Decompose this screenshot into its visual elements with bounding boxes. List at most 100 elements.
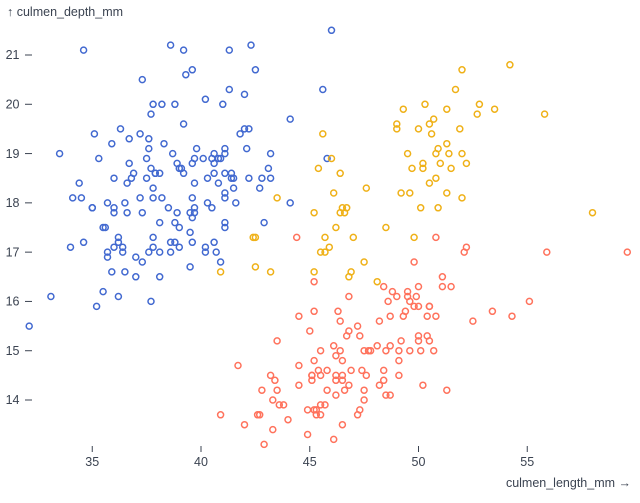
data-point <box>469 317 477 325</box>
data-point <box>260 440 268 449</box>
data-point <box>397 189 405 197</box>
data-point <box>443 105 451 113</box>
data-point <box>310 307 318 316</box>
data-point <box>432 174 440 182</box>
data-point <box>382 223 390 232</box>
data-point <box>229 174 238 182</box>
data-point <box>158 194 166 202</box>
data-point <box>427 130 436 138</box>
data-point <box>114 238 123 247</box>
data-point <box>145 248 153 256</box>
data-point <box>155 273 164 281</box>
data-point <box>251 263 260 271</box>
data-point <box>338 371 347 380</box>
data-point <box>345 273 353 281</box>
data-point <box>588 208 597 217</box>
data-point <box>138 75 147 84</box>
data-point <box>473 110 481 118</box>
data-point <box>319 85 327 94</box>
data-point <box>190 204 199 212</box>
data-point <box>379 366 388 375</box>
data-point <box>425 120 434 128</box>
data-point <box>393 120 401 128</box>
data-point <box>186 228 194 237</box>
data-point <box>373 277 381 286</box>
data-point <box>269 425 277 434</box>
data-point <box>136 130 144 138</box>
data-point <box>329 342 338 350</box>
data-point <box>362 371 371 380</box>
data-point <box>336 169 344 178</box>
data-point <box>425 337 434 345</box>
data-point <box>240 90 249 99</box>
data-point <box>332 351 340 360</box>
data-point <box>210 169 218 178</box>
data-point <box>382 346 390 355</box>
data-point <box>95 154 103 163</box>
data-point <box>132 253 140 261</box>
y-tick-label: 20 <box>6 97 20 111</box>
data-point <box>101 223 110 232</box>
data-point <box>310 356 318 365</box>
data-point <box>155 218 164 227</box>
data-point <box>397 337 405 345</box>
data-point <box>292 233 301 242</box>
data-point <box>447 282 455 291</box>
data-point <box>214 154 223 163</box>
data-point <box>149 184 157 192</box>
data-point <box>110 174 118 182</box>
data-point <box>475 100 484 109</box>
data-point <box>114 292 123 301</box>
data-point <box>399 105 408 113</box>
data-point <box>266 149 275 158</box>
data-point <box>395 346 403 355</box>
data-point <box>336 346 344 355</box>
data-point <box>384 297 392 306</box>
data-point <box>360 386 368 394</box>
data-point <box>451 85 460 94</box>
data-point <box>103 248 112 256</box>
data-point <box>416 204 425 212</box>
data-point <box>264 164 273 173</box>
data-point <box>142 154 151 163</box>
data-point <box>360 396 368 404</box>
data-point <box>403 149 412 158</box>
data-point <box>110 243 118 251</box>
data-point <box>362 184 371 192</box>
data-point <box>356 332 364 340</box>
x-tick-label: 45 <box>303 455 317 469</box>
data-point <box>108 268 116 276</box>
data-point <box>458 149 466 158</box>
data-point <box>414 332 423 340</box>
data-point <box>347 366 355 375</box>
data-point <box>75 179 83 187</box>
data-point <box>166 41 175 49</box>
data-point <box>55 149 64 158</box>
data-point <box>408 164 416 173</box>
data-point <box>221 169 229 178</box>
data-point <box>273 194 281 202</box>
data-point <box>110 204 118 212</box>
data-point <box>260 218 268 227</box>
data-point <box>382 391 390 399</box>
data-point <box>395 371 403 380</box>
data-point <box>266 174 275 182</box>
data-point <box>406 346 414 355</box>
data-point <box>432 149 440 158</box>
data-point <box>462 159 471 168</box>
data-point <box>308 371 316 380</box>
data-point <box>179 46 188 54</box>
data-point <box>462 243 471 251</box>
data-point <box>149 243 157 251</box>
data-point <box>25 322 33 330</box>
data-point <box>412 292 421 301</box>
y-tick-label: 18 <box>6 196 20 210</box>
data-point <box>225 46 234 54</box>
data-point <box>332 391 340 399</box>
data-point <box>147 110 155 118</box>
data-point <box>345 292 353 301</box>
data-point <box>379 376 388 385</box>
data-point <box>219 100 227 109</box>
